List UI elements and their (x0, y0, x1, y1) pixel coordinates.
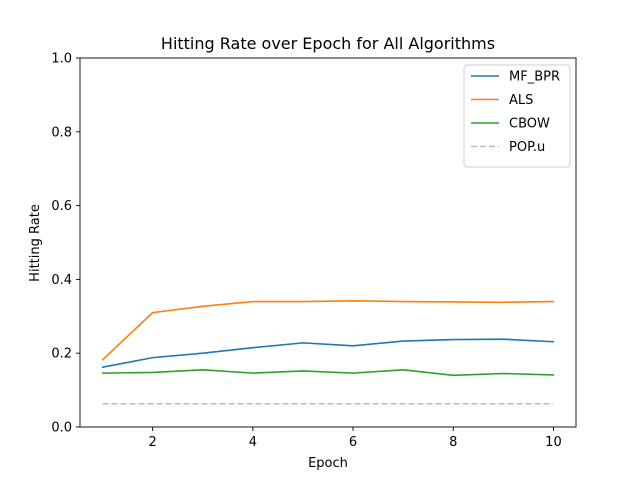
x-tick-label: 6 (349, 435, 357, 450)
series-line-cbow (101, 369, 555, 377)
axes-frame (79, 57, 577, 428)
x-tick-label: 8 (449, 435, 457, 450)
y-tick-label: 1.0 (51, 52, 72, 67)
legend-label-cbow: CBOW (509, 117, 550, 132)
chart-title: Hitting Rate over Epoch for All Algorith… (161, 34, 495, 53)
y-tick-label: 0.8 (51, 125, 72, 140)
series-layer (101, 299, 555, 405)
legend-label-pop-u: POP.u (509, 140, 545, 155)
y-axis-label: Hitting Rate (28, 204, 43, 282)
y-tick-label: 0.0 (51, 421, 72, 436)
y-tick-label: 0.2 (51, 347, 72, 362)
legend-box (463, 64, 571, 168)
y-tick-label: 0.4 (51, 273, 72, 288)
series-line-als (101, 299, 555, 361)
axes-layer: 2 4 6 8 10 0.0 0.2 0.4 0.6 0.8 1.0 (51, 52, 577, 450)
x-tick-label: 10 (545, 435, 562, 450)
series-line-mf-bpr (101, 338, 555, 369)
y-tick-label: 0.6 (51, 199, 72, 214)
legend-label-mf-bpr: MF_BPR (509, 70, 560, 85)
legend: MF_BPR ALS CBOW POP.u (463, 64, 571, 168)
x-tick-label: 2 (149, 435, 157, 450)
x-axis-label: Epoch (308, 456, 348, 471)
legend-label-als: ALS (509, 93, 533, 108)
x-tick-label: 4 (249, 435, 257, 450)
